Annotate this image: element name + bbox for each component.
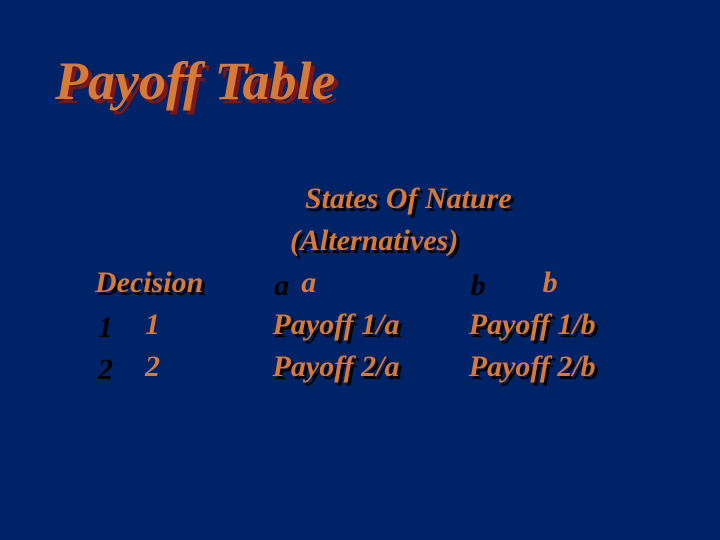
payoff-cell: Payoff 1/a Payoff 1/a (273, 308, 469, 342)
alternatives-header-row: (Alternatives) (Alternatives) (95, 224, 665, 266)
payoff-cell: Payoff 2/a Payoff 2/a (273, 350, 469, 384)
column-header-row: Decision Decision a a b b (95, 266, 665, 308)
state-b-column-header: b b (468, 266, 665, 300)
table-row: 1 1 Payoff 1/a Payoff 1/a Payoff 1/b Pay… (95, 308, 665, 350)
states-of-nature-header: States Of Nature States Of Nature (305, 182, 512, 216)
decision-cell: 1 1 (95, 308, 273, 342)
decision-column-header: Decision Decision (95, 266, 271, 300)
state-a-column-header: a a (271, 266, 467, 300)
payoff-cell: Payoff 2/b Payoff 2/b (469, 350, 665, 384)
alternatives-header: (Alternatives) (Alternatives) (290, 224, 458, 258)
payoff-cell: Payoff 1/b Payoff 1/b (469, 308, 665, 342)
payoff-table: States Of Nature States Of Nature (Alter… (55, 182, 665, 392)
slide: Payoff Table Payoff Table States Of Natu… (0, 0, 720, 540)
page-title: Payoff Table (55, 50, 665, 112)
title-container: Payoff Table Payoff Table (55, 50, 665, 112)
decision-cell: 2 2 (95, 350, 273, 384)
table-row: 2 2 Payoff 2/a Payoff 2/a Payoff 2/b Pay… (95, 350, 665, 392)
states-header-row: States Of Nature States Of Nature (95, 182, 665, 224)
